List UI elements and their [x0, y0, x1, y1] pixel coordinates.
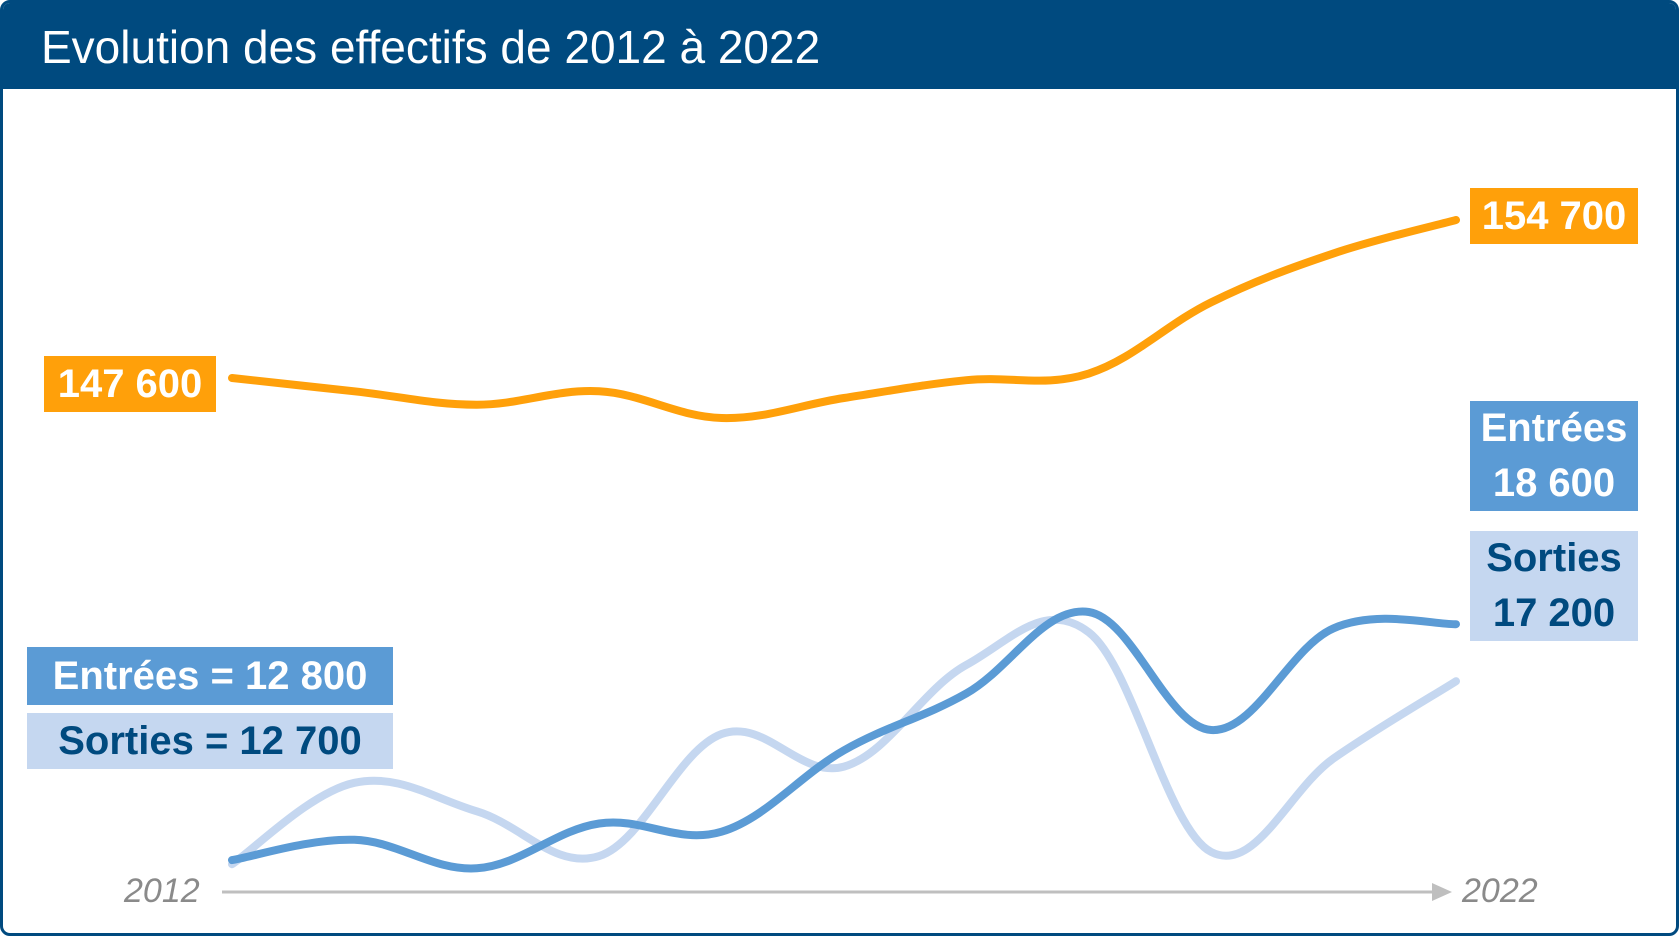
sorties-end-label: Sorties 17 200	[1470, 531, 1638, 641]
series-line-sorties	[228, 615, 1460, 869]
entrees-start-label-box	[27, 647, 393, 705]
sorties-end-label-box	[1470, 531, 1638, 641]
total-start-label: 147 600	[57, 362, 203, 406]
label-boxes	[27, 188, 1638, 769]
sorties-start-label: Sorties = 12 700	[58, 719, 362, 763]
series-line-entrees	[228, 607, 1460, 873]
entrees-end-label-box	[1470, 401, 1638, 511]
x-axis-start-label: 2012	[124, 872, 200, 910]
entrees-start-label: Entrées = 12 800	[52, 654, 368, 698]
series-line-effectifs	[228, 216, 1460, 423]
sorties-end-value: 17 200	[1492, 591, 1616, 635]
x-axis-end-label: 2022	[1462, 872, 1538, 910]
series-layer	[228, 216, 1460, 873]
sorties-end-series-name: Sorties	[1486, 536, 1622, 580]
total-end-label-box	[1470, 188, 1638, 244]
entrees-end-value: 18 600	[1492, 461, 1616, 505]
entrees-end-series-name: Entrées	[1480, 406, 1628, 450]
sorties-start-label-box	[27, 713, 393, 769]
total-start-label-box	[44, 356, 216, 412]
time-axis-arrowhead	[1432, 883, 1452, 901]
entrees-end-label: Entrées 18 600	[1470, 401, 1638, 511]
chart-title: Evolution des effectifs de 2012 à 2022	[41, 21, 821, 73]
total-end-label: 154 700	[1481, 194, 1627, 238]
title-bar: Evolution des effectifs de 2012 à 2022	[3, 3, 1676, 89]
